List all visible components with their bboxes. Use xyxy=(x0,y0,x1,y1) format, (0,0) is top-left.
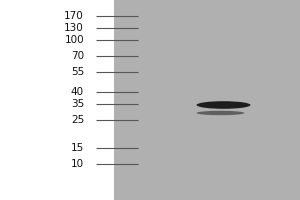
FancyBboxPatch shape xyxy=(114,0,300,200)
Text: 15: 15 xyxy=(71,143,84,153)
Text: 25: 25 xyxy=(71,115,84,125)
Text: 40: 40 xyxy=(71,87,84,97)
Text: 130: 130 xyxy=(64,23,84,33)
Text: 10: 10 xyxy=(71,159,84,169)
Text: 55: 55 xyxy=(71,67,84,77)
Text: 170: 170 xyxy=(64,11,84,21)
Text: 100: 100 xyxy=(64,35,84,45)
Text: 70: 70 xyxy=(71,51,84,61)
Text: 35: 35 xyxy=(71,99,84,109)
Ellipse shape xyxy=(196,101,250,109)
Ellipse shape xyxy=(196,111,244,115)
